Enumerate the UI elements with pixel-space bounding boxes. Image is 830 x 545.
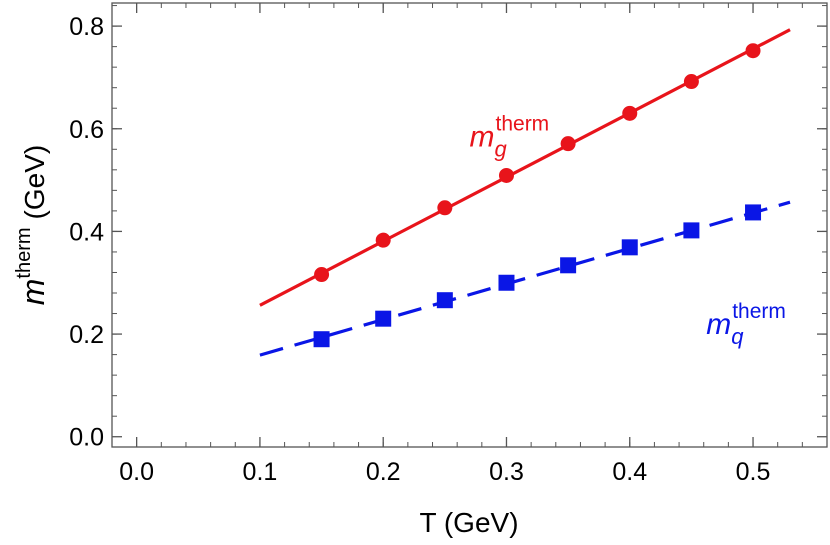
data-point-q [498, 274, 515, 291]
data-point-g [498, 167, 514, 183]
data-point-q [313, 331, 330, 348]
data-point-g [437, 200, 453, 216]
series-label-sub: q [731, 324, 744, 349]
y-axis-title-sup: therm [13, 227, 35, 278]
x-tick-label: 0.0 [119, 458, 154, 486]
series-q [259, 200, 791, 357]
series-line-q [259, 200, 791, 357]
y-axis-title-main: m [15, 279, 51, 306]
x-tick-label: 0.4 [612, 458, 647, 486]
data-point-g [560, 136, 576, 152]
series-label-g: mgtherm [470, 113, 550, 162]
x-tick-label: 0.1 [243, 458, 278, 486]
data-point-q [621, 239, 638, 256]
x-tick-label: 0.2 [366, 458, 401, 486]
series-line-g [259, 28, 791, 307]
y-tick-label: 0.2 [69, 321, 104, 349]
plot-border [111, 2, 828, 448]
x-axis-title: T (GeV) [419, 507, 518, 538]
series-label-sup: therm [732, 300, 786, 323]
x-tick-label: 0.5 [736, 458, 771, 486]
series-label-main: m [706, 308, 731, 341]
y-axis-title-unit: (GeV) [19, 145, 50, 220]
y-tick-label: 0.8 [69, 13, 104, 41]
y-tick-label: 0.4 [69, 218, 104, 246]
data-point-g [314, 267, 330, 283]
tick-layer: 0.0 0.1 0.2 0.3 0.4 0.5 0.0 0.2 0.4 0.6 0.8 [69, 3, 827, 486]
series-label-sub: g [495, 137, 508, 162]
y-tick-label: 0.6 [69, 116, 104, 144]
data-point-q [683, 222, 700, 239]
data-point-q [375, 310, 392, 327]
data-point-g [622, 105, 638, 121]
data-point-g [683, 74, 699, 90]
y-axis-title: mtherm (GeV) [13, 145, 51, 305]
data-point-q [436, 292, 453, 309]
data-point-g [745, 43, 761, 59]
data-point-g [375, 232, 391, 248]
plot-frame [111, 2, 828, 448]
series-label-sup: therm [496, 113, 550, 136]
series-label-q: mqtherm [706, 300, 786, 349]
svg-text:mtherm(GeV): mtherm (GeV) [13, 145, 51, 305]
series-layer [259, 28, 791, 357]
x-tick-label: 0.3 [489, 458, 524, 486]
series-g [259, 28, 791, 307]
y-tick-label: 0.0 [69, 424, 104, 452]
data-point-q [560, 257, 577, 274]
series-label-main: m [470, 121, 495, 154]
data-point-q [745, 204, 762, 221]
